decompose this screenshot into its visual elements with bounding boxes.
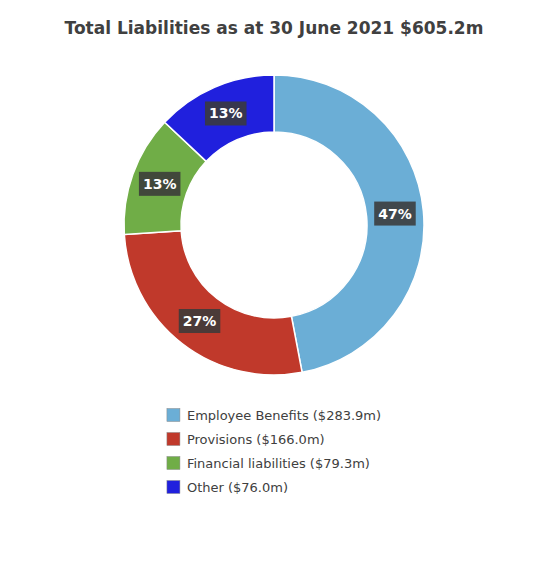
label-box	[179, 309, 221, 333]
legend-label: Other ($76.0m)	[187, 480, 288, 495]
legend-label: Financial liabilities ($79.3m)	[187, 456, 370, 471]
legend-swatch	[167, 457, 180, 470]
legend-item: Other ($76.0m)	[167, 480, 288, 495]
data-label: 47%	[374, 202, 416, 226]
data-label-text: 13%	[209, 105, 243, 121]
chart: Total Liabilities as at 30 June 2021 $60…	[0, 0, 548, 566]
legend-item: Financial liabilities ($79.3m)	[167, 456, 370, 471]
label-box	[374, 202, 416, 226]
slice	[124, 231, 302, 375]
legend-swatch	[167, 433, 180, 446]
data-label-text: 13%	[143, 176, 177, 192]
data-label-text: 47%	[378, 206, 412, 222]
title: Total Liabilities as at 30 June 2021 $60…	[65, 18, 484, 38]
legend: Employee Benefits ($283.9m) Provisions ($…	[167, 408, 381, 495]
legend-label: Employee Benefits ($283.9m)	[187, 408, 381, 423]
legend-swatch	[167, 481, 180, 494]
pie: 47% 27% 13% 13%	[124, 75, 424, 375]
legend-label: Provisions ($166.0m)	[187, 432, 325, 447]
slice	[274, 75, 424, 372]
data-label: 13%	[139, 172, 181, 196]
data-label-text: 27%	[183, 313, 217, 329]
legend-item: Provisions ($166.0m)	[167, 432, 325, 447]
label-box	[139, 172, 181, 196]
legend-item: Employee Benefits ($283.9m)	[167, 408, 381, 423]
data-label: 13%	[205, 101, 247, 125]
slice	[165, 75, 274, 161]
data-label: 27%	[179, 309, 221, 333]
label-box	[205, 101, 247, 125]
legend-swatch	[167, 409, 180, 422]
